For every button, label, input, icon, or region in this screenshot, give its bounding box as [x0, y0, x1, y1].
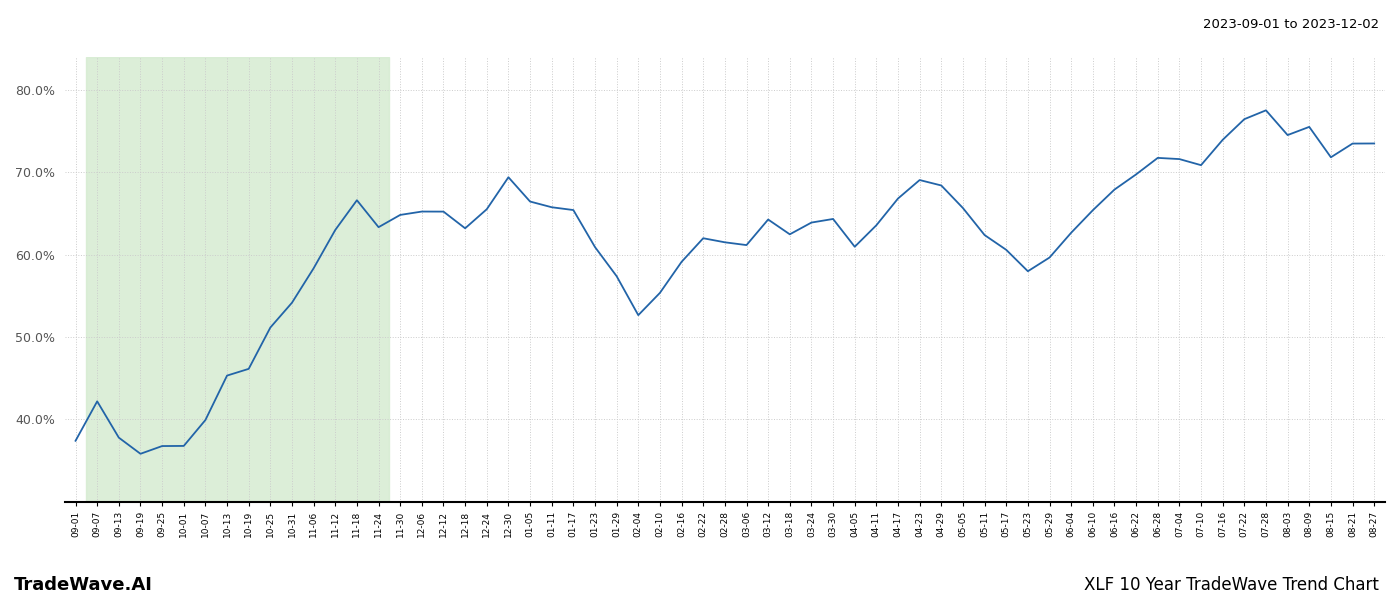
Text: TradeWave.AI: TradeWave.AI [14, 576, 153, 594]
Bar [87, 57, 389, 502]
Text: 2023-09-01 to 2023-12-02: 2023-09-01 to 2023-12-02 [1203, 18, 1379, 31]
Text: XLF 10 Year TradeWave Trend Chart: XLF 10 Year TradeWave Trend Chart [1084, 576, 1379, 594]
